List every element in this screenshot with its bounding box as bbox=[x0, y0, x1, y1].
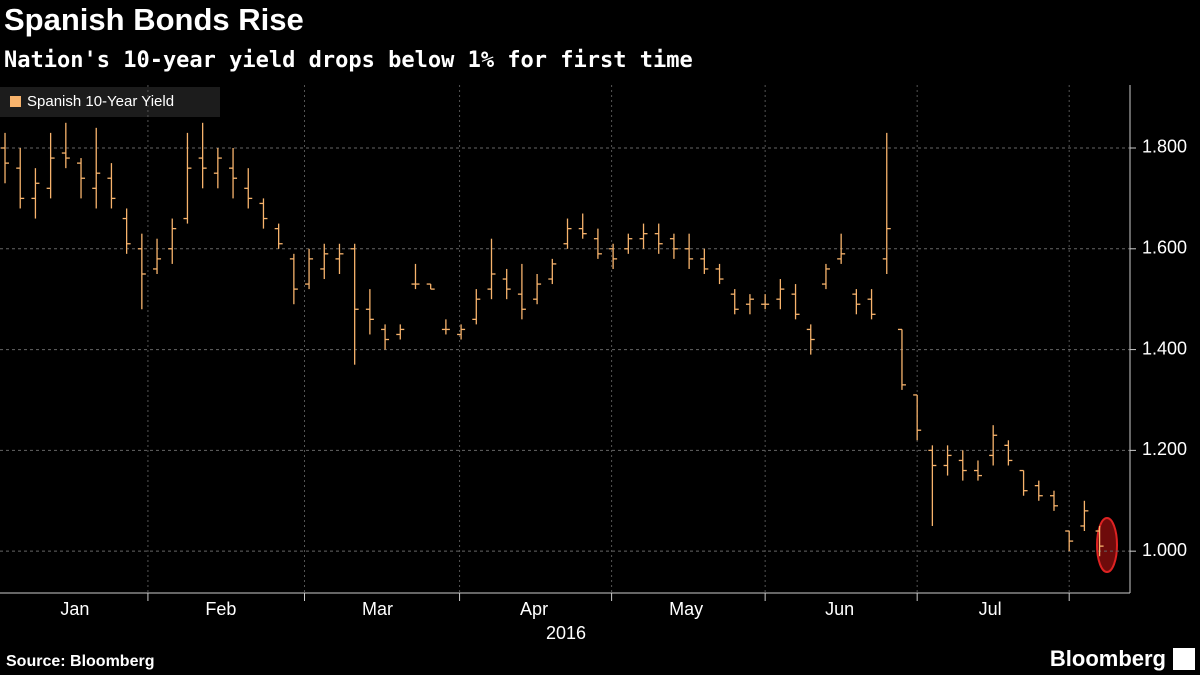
legend-swatch bbox=[10, 96, 21, 107]
x-tick-label: Jun bbox=[825, 599, 854, 619]
brand: Bloomberg bbox=[1050, 646, 1166, 671]
x-tick-label: Feb bbox=[205, 599, 236, 619]
x-axis-label: 2016 bbox=[546, 623, 586, 643]
y-tick-label: 1.200 bbox=[1142, 439, 1187, 459]
legend-label: Spanish 10-Year Yield bbox=[27, 93, 174, 110]
y-tick-label: 1.600 bbox=[1142, 238, 1187, 258]
chart-subtitle: Nation's 10-year yield drops below 1% fo… bbox=[4, 48, 693, 73]
x-tick-label: May bbox=[669, 599, 703, 619]
y-tick-label: 1.400 bbox=[1142, 338, 1187, 358]
source: Source: Bloomberg bbox=[6, 653, 154, 670]
y-tick-label: 1.000 bbox=[1142, 540, 1187, 560]
x-tick-label: Apr bbox=[520, 599, 548, 619]
x-tick-label: Jan bbox=[60, 599, 89, 619]
highlight bbox=[1096, 517, 1118, 573]
legend-box bbox=[0, 87, 220, 117]
chart-title: Spanish Bonds Rise bbox=[4, 2, 304, 37]
x-tick-label: Jul bbox=[979, 599, 1002, 619]
x-tick-label: Mar bbox=[362, 599, 393, 619]
brand-icon bbox=[1173, 648, 1195, 670]
y-tick-label: 1.800 bbox=[1142, 137, 1187, 157]
